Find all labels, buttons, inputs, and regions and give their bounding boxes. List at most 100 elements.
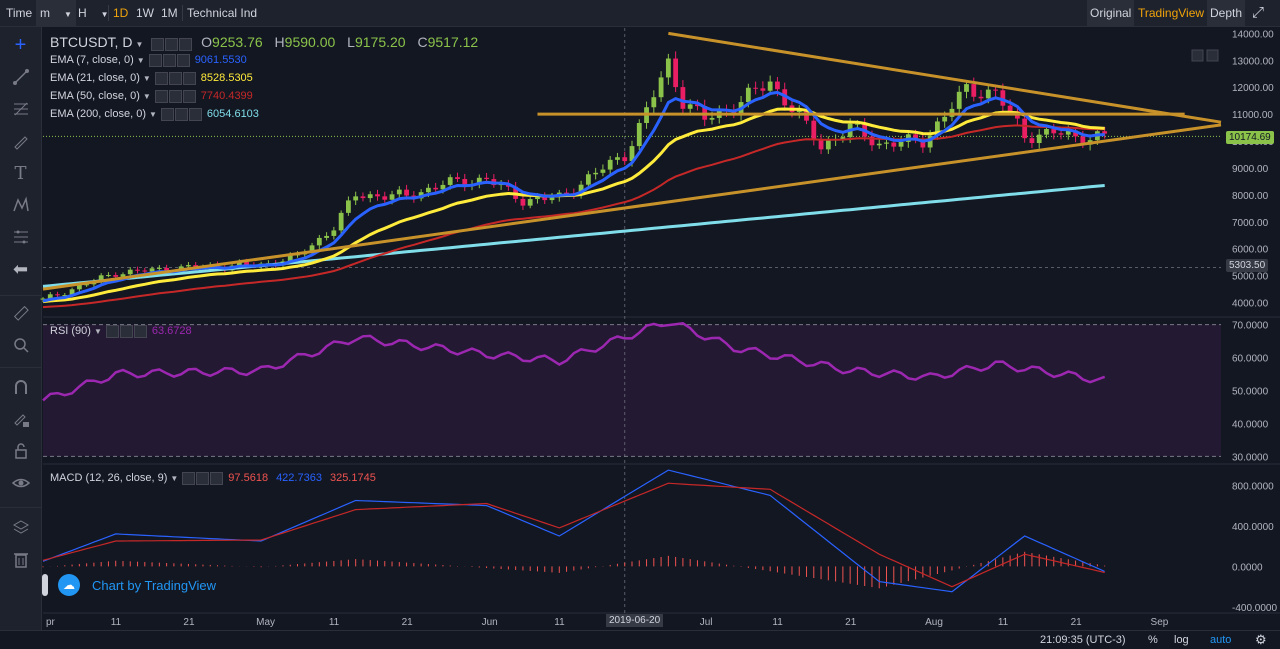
settings-icon[interactable] bbox=[119, 324, 133, 338]
remove-icon[interactable] bbox=[188, 107, 202, 121]
interval-1d-button[interactable]: 1D bbox=[113, 6, 129, 20]
interval-1w-button[interactable]: 1W bbox=[136, 6, 154, 20]
zoom-button[interactable] bbox=[0, 331, 41, 359]
back-button[interactable]: ⬅ bbox=[0, 255, 41, 283]
rsi-axis-label: 60.0000 bbox=[1232, 354, 1269, 365]
visibility-toggle-icon[interactable] bbox=[160, 107, 174, 121]
ema-200-label[interactable]: EMA (200, close, 0) bbox=[50, 108, 146, 120]
ruler-button[interactable] bbox=[0, 299, 41, 327]
view-tradingview-button[interactable]: TradingView bbox=[1138, 6, 1205, 20]
lock-icon bbox=[14, 443, 27, 459]
visibility-toggle-icon[interactable] bbox=[105, 324, 119, 338]
tradingview-watermark[interactable]: ☁ Chart by TradingView bbox=[42, 569, 222, 601]
candle-body bbox=[600, 169, 606, 173]
candle-body bbox=[287, 254, 293, 262]
chevron-down-icon[interactable]: ▼ bbox=[142, 74, 151, 83]
lock-button[interactable] bbox=[0, 437, 41, 465]
minutes-interval-dropdown[interactable]: m ▼ bbox=[36, 0, 76, 26]
candle-body bbox=[331, 230, 337, 236]
visibility-toggle-icon[interactable] bbox=[154, 71, 168, 85]
chevron-down-icon[interactable]: ▼ bbox=[136, 56, 145, 65]
auto-scale-toggle[interactable]: auto bbox=[1210, 634, 1232, 646]
legend-controls[interactable] bbox=[148, 53, 191, 67]
text-tool-button[interactable]: T bbox=[0, 159, 41, 187]
hours-interval-dropdown[interactable]: H ▼ bbox=[74, 0, 113, 26]
time-axis-label: 21 bbox=[845, 617, 857, 628]
measure-tool-button[interactable] bbox=[0, 223, 41, 251]
lock-drawing-button[interactable] bbox=[0, 405, 41, 433]
legend-controls[interactable] bbox=[151, 35, 193, 52]
symbol-name[interactable]: BTCUSDT, D bbox=[50, 34, 133, 50]
gear-icon[interactable]: ⚙ bbox=[1255, 632, 1267, 647]
remove-icon[interactable] bbox=[182, 89, 196, 103]
chevron-down-icon[interactable]: ▼ bbox=[142, 92, 151, 101]
view-original-button[interactable]: Original bbox=[1087, 0, 1135, 26]
chevron-down-icon[interactable]: ▼ bbox=[149, 110, 157, 119]
brush-tool-button[interactable] bbox=[0, 127, 41, 155]
clock-timezone[interactable]: 21:09:35 (UTC-3) bbox=[1040, 634, 1126, 646]
candle-body bbox=[236, 262, 242, 266]
technical-indicators-button[interactable]: Technical Ind bbox=[187, 6, 258, 20]
remove-icon[interactable] bbox=[179, 38, 193, 52]
visibility-toggle-icon[interactable] bbox=[151, 38, 165, 52]
ema-50-label[interactable]: EMA (50, close, 0) bbox=[50, 90, 140, 102]
macd-legend: MACD (12, 26, close, 9) ▼ 97.5618 422.7363 3… bbox=[50, 471, 376, 486]
remove-icon[interactable] bbox=[182, 71, 196, 85]
legend-controls[interactable] bbox=[105, 324, 148, 338]
top-toolbar: Time m ▼ H ▼ 1D 1W 1M Technical Ind Origin… bbox=[0, 0, 1280, 27]
fullscreen-icon[interactable]: ⤢ bbox=[1252, 4, 1265, 21]
legend-controls[interactable] bbox=[154, 89, 197, 103]
macd-label[interactable]: MACD (12, 26, close, 9) bbox=[50, 472, 168, 484]
layers-button[interactable] bbox=[0, 513, 41, 541]
time-axis-label: 11 bbox=[329, 617, 340, 628]
delete-drawings-button[interactable] bbox=[0, 545, 41, 573]
current-price-tag: 10174.69 bbox=[1226, 131, 1274, 144]
time-axis-label: Aug bbox=[925, 617, 943, 628]
percent-scale-toggle[interactable]: % bbox=[1148, 634, 1158, 646]
visibility-toggle-icon[interactable] bbox=[148, 53, 162, 67]
legend-controls[interactable] bbox=[160, 107, 203, 121]
settings-icon[interactable] bbox=[162, 53, 176, 67]
remove-icon[interactable] bbox=[210, 471, 224, 485]
visibility-toggle-icon[interactable] bbox=[154, 89, 168, 103]
macd-axis-label: 400.0000 bbox=[1232, 522, 1274, 533]
toolbar-divider bbox=[0, 295, 41, 296]
visibility-toggle-icon[interactable] bbox=[182, 471, 196, 485]
remove-icon[interactable] bbox=[176, 53, 190, 67]
chevron-down-icon[interactable]: ▼ bbox=[170, 474, 179, 483]
toolbar-divider bbox=[108, 5, 109, 21]
magnet-button[interactable] bbox=[0, 373, 41, 401]
ema-7-label[interactable]: EMA (7, close, 0) bbox=[50, 54, 134, 66]
watermark-text: Chart by TradingView bbox=[92, 577, 217, 593]
interval-1m-button[interactable]: 1M bbox=[161, 6, 178, 20]
settings-icon[interactable] bbox=[165, 38, 179, 52]
ruler-icon bbox=[13, 305, 29, 321]
fib-tool-button[interactable] bbox=[0, 95, 41, 123]
chevron-down-icon[interactable]: ▼ bbox=[93, 327, 102, 336]
triangle-lower-trendline bbox=[42, 123, 1222, 291]
settings-icon[interactable] bbox=[168, 71, 182, 85]
legend-controls[interactable] bbox=[182, 471, 224, 485]
chevron-down-icon[interactable]: ▼ bbox=[135, 40, 144, 49]
log-scale-toggle[interactable]: log bbox=[1174, 634, 1189, 646]
pattern-tool-button[interactable] bbox=[0, 191, 41, 219]
time-button[interactable]: Time bbox=[6, 6, 33, 20]
time-axis-label: 21 bbox=[402, 617, 414, 628]
settings-icon[interactable] bbox=[196, 471, 210, 485]
remove-icon[interactable] bbox=[133, 324, 147, 338]
rsi-label[interactable]: RSI (90) bbox=[50, 325, 91, 337]
visibility-button[interactable] bbox=[0, 469, 41, 497]
settings-icon[interactable] bbox=[174, 107, 188, 121]
settings-icon[interactable] bbox=[168, 89, 182, 103]
scroll-handle[interactable] bbox=[42, 574, 48, 596]
view-depth-button[interactable]: Depth bbox=[1207, 0, 1246, 26]
trend-line-tool-button[interactable] bbox=[0, 63, 41, 91]
rsi-axis-label: 50.0000 bbox=[1232, 387, 1269, 398]
legend-controls[interactable] bbox=[154, 71, 197, 85]
candle-body bbox=[520, 198, 526, 206]
ema-21-label[interactable]: EMA (21, close, 0) bbox=[50, 72, 140, 84]
candle-body bbox=[876, 143, 882, 146]
hours-interval-label: H bbox=[78, 6, 87, 20]
crosshair-tool-button[interactable]: + bbox=[0, 31, 41, 59]
